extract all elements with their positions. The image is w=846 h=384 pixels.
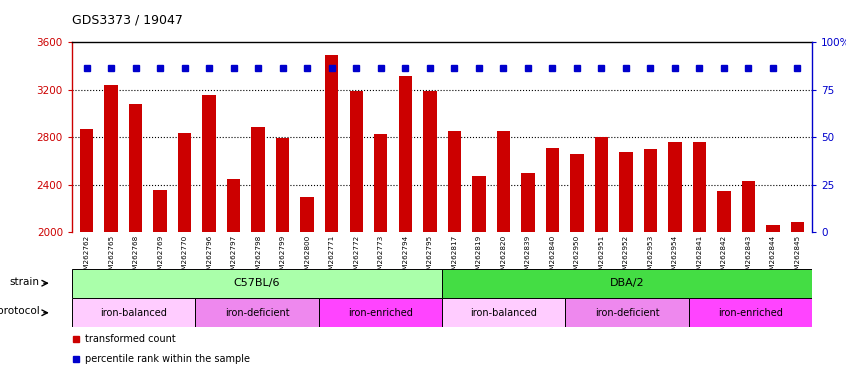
Bar xyxy=(448,131,461,232)
Bar xyxy=(717,191,731,232)
Bar xyxy=(595,137,608,232)
Bar xyxy=(442,269,812,298)
Bar xyxy=(565,298,689,327)
Bar xyxy=(300,197,314,232)
Bar xyxy=(689,298,812,327)
Text: iron-deficient: iron-deficient xyxy=(225,308,289,318)
Bar xyxy=(398,76,412,232)
Bar xyxy=(319,298,442,327)
Bar xyxy=(546,148,559,232)
Bar xyxy=(766,225,780,232)
Bar xyxy=(104,85,118,232)
Bar xyxy=(742,181,755,232)
Bar xyxy=(693,142,706,232)
Text: iron-balanced: iron-balanced xyxy=(470,308,537,318)
Text: iron-enriched: iron-enriched xyxy=(348,308,413,318)
Bar xyxy=(374,134,387,232)
Bar xyxy=(791,222,805,232)
Bar xyxy=(227,179,240,232)
Text: iron-balanced: iron-balanced xyxy=(100,308,167,318)
Bar xyxy=(442,298,565,327)
Bar xyxy=(202,94,216,232)
Bar xyxy=(644,149,657,232)
Bar xyxy=(251,127,265,232)
Text: GDS3373 / 19047: GDS3373 / 19047 xyxy=(72,13,183,26)
Bar xyxy=(72,269,442,298)
Text: percentile rank within the sample: percentile rank within the sample xyxy=(85,354,250,364)
Bar xyxy=(570,154,584,232)
Text: DBA/2: DBA/2 xyxy=(610,278,645,288)
Text: protocol: protocol xyxy=(0,306,40,316)
Bar xyxy=(349,91,363,232)
Bar xyxy=(80,129,93,232)
Text: transformed count: transformed count xyxy=(85,334,176,344)
Text: strain: strain xyxy=(9,277,40,287)
Bar xyxy=(472,177,486,232)
Text: iron-enriched: iron-enriched xyxy=(718,308,783,318)
Bar xyxy=(668,142,682,232)
Bar xyxy=(276,139,289,232)
Text: C57BL/6: C57BL/6 xyxy=(233,278,280,288)
Bar xyxy=(195,298,319,327)
Bar xyxy=(497,131,510,232)
Bar xyxy=(619,152,633,232)
Bar xyxy=(521,173,535,232)
Bar xyxy=(423,91,437,232)
Bar xyxy=(72,298,195,327)
Bar xyxy=(153,190,167,232)
Bar xyxy=(129,104,142,232)
Bar xyxy=(178,132,191,232)
Bar xyxy=(325,55,338,232)
Text: iron-deficient: iron-deficient xyxy=(595,308,659,318)
